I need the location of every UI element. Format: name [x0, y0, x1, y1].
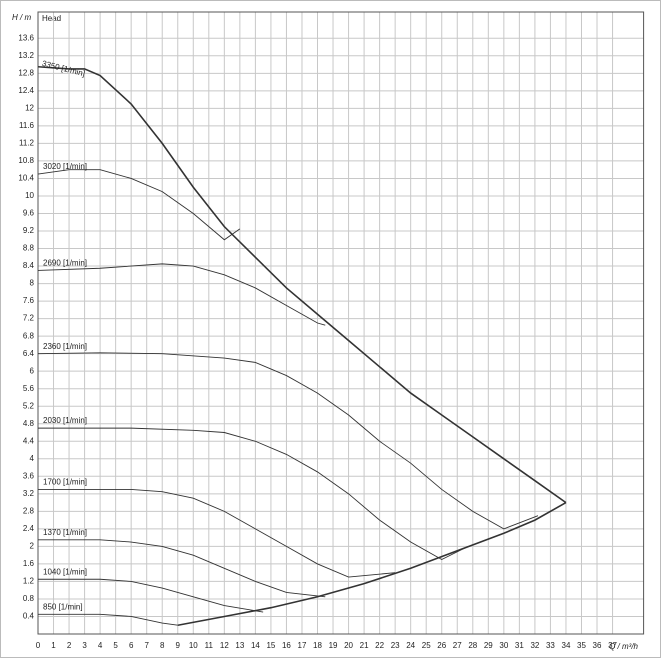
y-tick-label: 8.8: [23, 244, 35, 253]
y-tick-label: 13.6: [18, 33, 34, 42]
y-tick-label: 4: [30, 454, 35, 463]
x-tick-label: 34: [562, 641, 571, 650]
x-tick-label: 15: [266, 641, 275, 650]
x-tick-label: 37: [608, 641, 617, 650]
x-tick-label: 10: [189, 641, 198, 650]
x-tick-label: 30: [499, 641, 508, 650]
x-tick-label: 5: [113, 641, 118, 650]
x-tick-label: 27: [453, 641, 462, 650]
y-tick-label: 9.6: [23, 209, 35, 218]
speed-curve: [38, 613, 178, 626]
y-tick-label: 2.8: [23, 506, 35, 515]
y-axis-label: H / m: [12, 13, 31, 22]
x-tick-label: 18: [313, 641, 322, 650]
x-tick-label: 36: [593, 641, 602, 650]
y-tick-label: 0.8: [23, 594, 35, 603]
y-tick-label: 11.6: [19, 121, 35, 130]
y-tick-label: 12.8: [18, 68, 34, 77]
x-tick-label: 9: [176, 641, 181, 650]
plot-border: [37, 11, 645, 635]
x-tick-label: 21: [360, 641, 369, 650]
y-tick-label: 11.2: [19, 139, 35, 148]
y-tick-label: 6.4: [23, 349, 35, 358]
y-tick-label: 2: [30, 542, 35, 551]
x-tick-label: 8: [160, 641, 165, 650]
x-tick-label: 16: [282, 641, 291, 650]
y-tick-label: 1.6: [23, 559, 35, 568]
y-tick-label: 10.4: [18, 174, 34, 183]
y-tick-label: 10.8: [18, 156, 34, 165]
speed-curve: [38, 489, 396, 578]
series-label: 2360 [1/min]: [43, 342, 87, 351]
series-label: 2690 [1/min]: [43, 259, 87, 268]
y-tick-label: 5.2: [23, 401, 35, 410]
y-tick-label: 10: [25, 191, 34, 200]
series-label: 1700 [1/min]: [43, 478, 87, 487]
y-tick-label: 4.4: [23, 436, 35, 445]
y-tick-label: 12: [25, 103, 34, 112]
chart-title: Head: [42, 14, 61, 23]
y-tick-label: 8: [30, 279, 35, 288]
y-tick-label: 4.8: [23, 419, 35, 428]
x-tick-label: 33: [546, 641, 555, 650]
x-tick-label: 1: [51, 641, 56, 650]
y-tick-label: 6.8: [23, 331, 35, 340]
y-tick-label: 12.4: [18, 86, 34, 95]
x-tick-label: 3: [82, 641, 87, 650]
series-label: 1370 [1/min]: [43, 528, 87, 537]
speed-curve: [38, 539, 326, 598]
x-tick-label: 28: [468, 641, 477, 650]
x-tick-label: 14: [251, 641, 260, 650]
x-tick-label: 13: [235, 641, 244, 650]
y-tick-label: 1.2: [23, 577, 35, 586]
series-label: 850 [1/min]: [43, 602, 83, 611]
x-tick-label: 25: [422, 641, 431, 650]
y-tick-label: 6: [30, 366, 35, 375]
speed-curve: [37, 65, 567, 504]
y-tick-label: 9.2: [23, 226, 35, 235]
x-tick-label: 6: [129, 641, 134, 650]
x-tick-label: 24: [406, 641, 415, 650]
x-tick-label: 12: [220, 641, 229, 650]
x-axis-label: Q / m³/h: [609, 642, 638, 651]
series-label: 3020 [1/min]: [43, 162, 87, 171]
x-tick-label: 20: [344, 641, 353, 650]
speed-curve: [38, 578, 264, 613]
speed-curve: [37, 352, 539, 530]
x-tick-label: 11: [205, 641, 214, 650]
series-label: 1040 [1/min]: [43, 567, 87, 576]
y-tick-label: 7.2: [23, 314, 35, 323]
x-tick-label: 17: [298, 641, 307, 650]
x-tick-label: 19: [329, 641, 338, 650]
y-tick-label: 3.6: [23, 471, 35, 480]
y-tick-label: 7.6: [23, 296, 35, 305]
speed-curve: [37, 169, 241, 241]
speed-curve: [37, 263, 326, 326]
y-tick-label: 3.2: [23, 489, 35, 498]
series-label: 2030 [1/min]: [43, 416, 87, 425]
x-tick-label: 22: [375, 641, 384, 650]
x-tick-label: 4: [98, 641, 103, 650]
x-tick-label: 32: [530, 641, 539, 650]
x-tick-label: 29: [484, 641, 493, 650]
y-tick-label: 2.4: [23, 524, 35, 533]
y-tick-label: 8.4: [23, 261, 35, 270]
x-tick-label: 31: [515, 641, 524, 650]
x-tick-label: 2: [67, 641, 72, 650]
y-tick-label: 0.4: [23, 612, 35, 621]
x-tick-label: 7: [144, 641, 149, 650]
x-tick-label: 0: [36, 641, 41, 650]
x-tick-label: 23: [391, 641, 400, 650]
x-tick-label: 35: [577, 641, 586, 650]
x-tick-label: 26: [437, 641, 446, 650]
y-tick-label: 5.6: [23, 384, 35, 393]
y-tick-label: 13.2: [18, 51, 34, 60]
speed-curve: [38, 427, 469, 561]
speed-curve: [177, 501, 567, 627]
